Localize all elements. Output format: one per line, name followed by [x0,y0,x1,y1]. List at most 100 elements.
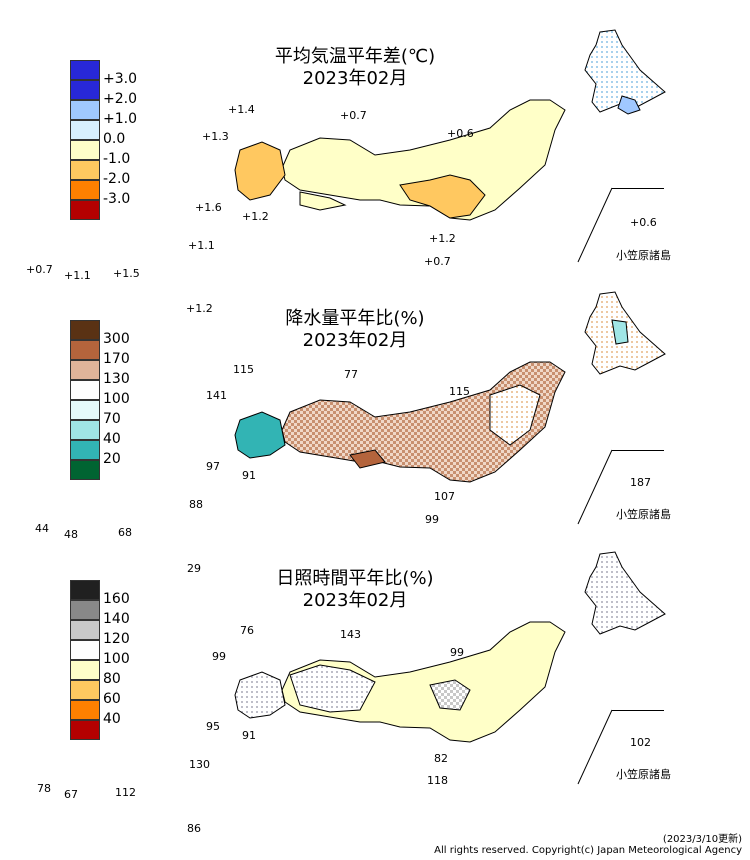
shikoku-dry-area [349,449,386,469]
honshu-grey-area [429,679,471,711]
station-label: +1.2 [242,210,269,223]
station-label: 97 [206,460,220,473]
japan-map-sunshine [234,551,666,785]
legend-swatch-7 [70,60,100,80]
bonin-frame-line [612,450,664,451]
bonin-frame-line [612,710,664,711]
legend-swatch-1 [70,700,100,720]
honshu-normal-area [489,384,541,446]
temperature-period: 2023年02月 [302,68,408,89]
station-label: 78 [37,782,51,795]
legend-label: 40 [103,431,121,447]
station-label: +1.2 [186,302,213,315]
station-label: 91 [242,729,256,742]
legend-label: 130 [103,371,130,387]
legend-label: 100 [103,391,130,407]
bonin-frame-diag [577,187,613,263]
sunshine-panel: 日照時間平年比(%) 2023年02月 160 140 120 100 80 6… [0,540,750,835]
station-label: 29 [187,562,201,575]
station-label: 118 [427,774,448,787]
honshu-cloudy-area [289,664,376,713]
japan-map-temperature [234,29,666,263]
kyushu-wet-area [234,411,286,459]
legend-label: 140 [103,611,130,627]
station-label: 44 [35,522,49,535]
station-label: 86 [187,822,201,835]
station-label: 82 [434,752,448,765]
footer: (2023/3/10更新) All rights reserved. Copyr… [434,830,742,856]
station-label: 88 [189,498,203,511]
legend-swatch-1 [70,180,100,200]
legend-swatch-3 [70,400,100,420]
copyright-notice: All rights reserved. Copyright(c) Japan … [434,845,742,856]
station-label: 102 [630,736,651,749]
station-label: +1.1 [188,239,215,252]
legend-label: -3.0 [103,191,131,207]
station-label: +0.7 [26,263,53,276]
station-label: 187 [630,476,651,489]
bonin-islands-label: 小笠原諸島 [616,768,671,781]
honshu-region [281,361,566,483]
legend-label: 0.0 [103,131,126,147]
legend-swatch-4 [70,640,100,660]
station-label: +1.6 [195,201,222,214]
legend-swatch-2 [70,680,100,700]
legend-label: 60 [103,691,121,707]
legend-label: 100 [103,651,130,667]
temperature-title-block: 平均気温平年差(℃) 2023年02月 [240,46,470,90]
bonin-islands-label: 小笠原諸島 [616,508,671,521]
sunshine-title-block: 日照時間平年比(%) 2023年02月 [240,568,470,612]
legend-label: +2.0 [103,91,137,107]
legend-swatch-3 [70,140,100,160]
station-label: 115 [233,363,254,376]
hokkaido-wet-area [611,319,629,345]
station-label: 99 [425,513,439,526]
station-label: 115 [449,385,470,398]
legend-label: +1.0 [103,111,137,127]
bonin-frame-diag [577,449,613,525]
station-label: 48 [64,528,78,541]
temperature-panel: 平均気温平年差(℃) 2023年02月 +3.0 +2.0 +1.0 0.0 -… [0,0,750,315]
bonin-frame-line [612,188,664,189]
station-label: 130 [189,758,210,771]
legend-label: -2.0 [103,171,131,187]
station-label: 107 [434,490,455,503]
shikoku-region [299,191,347,211]
legend-label: -1.0 [103,151,131,167]
station-label: 68 [118,526,132,539]
station-label: 99 [212,650,226,663]
kyushu-region [234,671,286,719]
legend-swatch-7 [70,320,100,340]
legend-swatch-6 [70,600,100,620]
station-label: 76 [240,624,254,637]
legend-label: +3.0 [103,71,137,87]
legend-swatch-5 [70,620,100,640]
legend-label: 160 [103,591,130,607]
honshu-region [281,621,566,743]
legend-swatch-3 [70,660,100,680]
legend-swatch-4 [70,120,100,140]
sunshine-title: 日照時間平年比(%) [276,568,434,589]
legend-swatch-0 [70,200,100,220]
legend-swatch-0 [70,720,100,740]
station-label: +0.6 [630,216,657,229]
station-label: +1.5 [113,267,140,280]
legend-swatch-0 [70,460,100,480]
station-label: 99 [450,646,464,659]
station-label: 112 [115,786,136,799]
legend-swatch-6 [70,80,100,100]
legend-swatch-1 [70,440,100,460]
hokkaido-southeast [617,95,641,115]
legend-label: 20 [103,451,121,467]
legend-label: 40 [103,711,121,727]
legend-swatch-5 [70,360,100,380]
station-label: +1.2 [429,232,456,245]
station-label: +0.7 [340,109,367,122]
legend-swatch-7 [70,580,100,600]
legend-swatch-2 [70,420,100,440]
legend-swatch-4 [70,380,100,400]
legend-label: 70 [103,411,121,427]
station-label: 67 [64,788,78,801]
legend-swatch-5 [70,100,100,120]
station-label: 143 [340,628,361,641]
